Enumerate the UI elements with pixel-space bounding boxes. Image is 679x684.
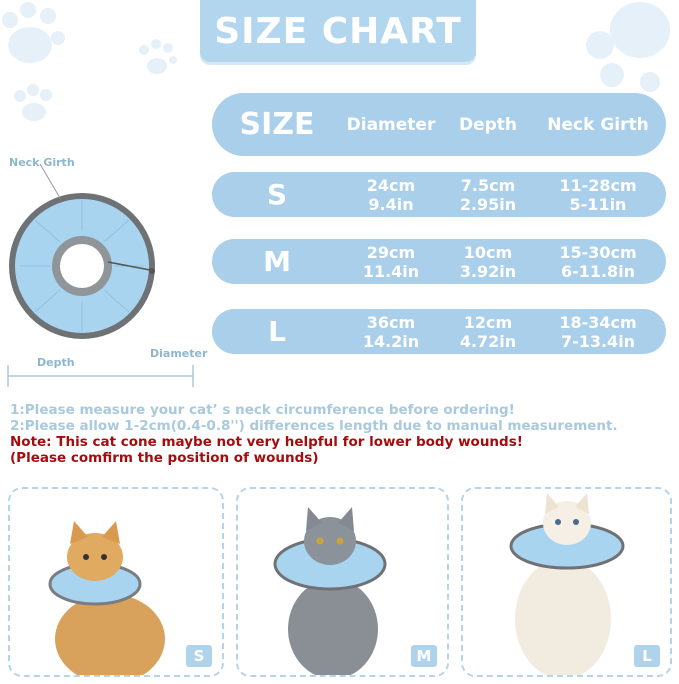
- depth-cell: 12cm 4.72in: [440, 313, 536, 351]
- neck-girth-cell: 15-30cm 6-11.8in: [536, 243, 660, 281]
- paw-icon: [14, 84, 52, 121]
- paw-icon: [139, 39, 177, 74]
- neck-hole: [60, 244, 104, 288]
- note-2: 2:Please allow 1-2cm(0.4-0.8'') differen…: [10, 418, 618, 434]
- neck-girth-cell: 11-28cm 5-11in: [536, 176, 660, 214]
- label-diameter: Diameter: [150, 347, 208, 360]
- photo-size-m: M: [236, 487, 449, 677]
- note-3: Note: This cat cone maybe not very helpf…: [10, 434, 523, 450]
- header-size: SIZE: [239, 107, 315, 142]
- table-row-s: S 24cm 9.4in 7.5cm 2.95in 11-28cm 5-11in: [212, 172, 666, 217]
- note-4: (Please comfirm the position of wounds): [10, 450, 319, 466]
- depth-cell: 7.5cm 2.95in: [440, 176, 536, 214]
- note-1: 1:Please measure your cat’ s neck circum…: [10, 402, 515, 418]
- cat-orange-image: [48, 521, 165, 675]
- notes: 1:Please measure your cat’ s neck circum…: [10, 402, 618, 466]
- page-title: SIZE CHART: [200, 0, 476, 62]
- diameter-in: 11.4in: [362, 261, 420, 281]
- photo-size-s: S: [8, 487, 224, 677]
- neck-in: 5-11in: [569, 194, 627, 214]
- size-label: L: [268, 315, 286, 348]
- table-row-m: M 29cm 11.4in 10cm 3.92in 15-30cm 6-11.8in: [212, 239, 666, 284]
- diameter-cm: 36cm: [366, 312, 416, 332]
- header-neck-girth: Neck Girth: [547, 114, 649, 135]
- diameter-in: 9.4in: [368, 194, 414, 214]
- paw-icon: [2, 2, 65, 63]
- depth-cm: 7.5cm: [460, 175, 516, 195]
- cone-diagram: [7, 163, 194, 387]
- depth-in: 4.72in: [459, 331, 517, 351]
- photo-size-l: L: [461, 487, 672, 677]
- depth-in: 3.92in: [459, 261, 517, 281]
- diameter-in: 14.2in: [362, 331, 420, 351]
- diameter-cell: 36cm 14.2in: [342, 313, 440, 351]
- drawstring: [107, 261, 151, 271]
- paw-decorations: [2, 2, 670, 121]
- header-diameter: Diameter: [346, 114, 436, 135]
- paw-icon: [586, 2, 670, 92]
- table-header: SIZE Diameter Depth Neck Girth: [212, 93, 666, 156]
- size-badge-s: S: [186, 645, 212, 667]
- size-label: M: [263, 245, 291, 278]
- depth-cm: 10cm: [463, 242, 513, 262]
- neck-in: 6-11.8in: [560, 261, 636, 281]
- diameter-cm: 29cm: [366, 242, 416, 262]
- cat-gray-image: [273, 507, 387, 675]
- size-badge-m: M: [411, 645, 437, 667]
- diameter-cell: 29cm 11.4in: [342, 243, 440, 281]
- neck-in: 7-13.4in: [560, 331, 636, 351]
- neck-cm: 11-28cm: [559, 175, 637, 195]
- label-depth: Depth: [37, 356, 75, 369]
- depth-in: 2.95in: [459, 194, 517, 214]
- label-neck-girth: Neck Girth: [9, 156, 75, 169]
- diameter-cell: 24cm 9.4in: [342, 176, 440, 214]
- table-row-l: L 36cm 14.2in 12cm 4.72in 18-34cm 7-13.4in: [212, 309, 666, 354]
- size-label: S: [266, 178, 288, 211]
- header-depth: Depth: [458, 114, 518, 135]
- neck-cm: 15-30cm: [559, 242, 637, 262]
- cat-white-image: [509, 493, 625, 675]
- size-badge-l: L: [634, 645, 660, 667]
- diameter-cm: 24cm: [366, 175, 416, 195]
- neck-girth-cell: 18-34cm 7-13.4in: [536, 313, 660, 351]
- depth-cm: 12cm: [463, 312, 513, 332]
- neck-cm: 18-34cm: [559, 312, 637, 332]
- depth-cell: 10cm 3.92in: [440, 243, 536, 281]
